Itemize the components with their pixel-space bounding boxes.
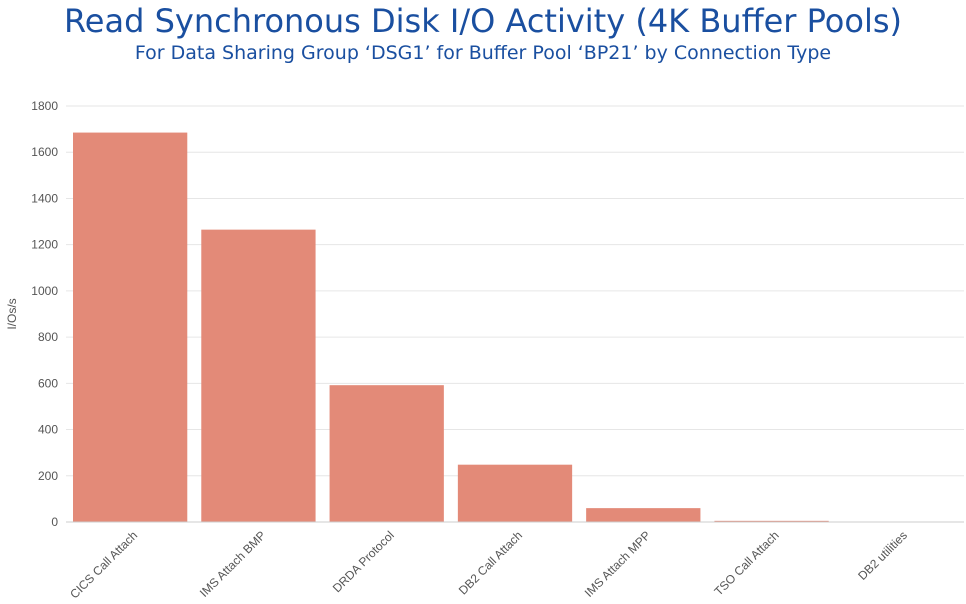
x-tick-label: CICS Call Attach [67,528,140,601]
x-tick-label: IMS Attach BMP [197,528,269,600]
x-tick-label: DRDA Protocol [330,528,397,595]
y-tick-label: 800 [38,330,58,344]
bar-3 [457,464,573,522]
y-tick-label: 200 [38,469,58,483]
y-axis-label: I/Os/s [5,298,19,329]
bar-2 [329,385,444,522]
y-axis-ticks: 0 200 400 600 800 1000 1200 1400 1600 1800 [31,99,58,529]
x-tick-label: IMS Attach MPP [582,528,654,600]
chart-title: Read Synchronous Disk I/O Activity (4K B… [64,2,902,40]
x-axis-labels: CICS Call Attach IMS Attach BMP DRDA Proto… [67,528,910,601]
y-tick-label: 1400 [31,191,58,205]
x-tick-label: DB2 utilities [855,528,910,583]
chart-subtitle: For Data Sharing Group ‘DSG1’ for Buffer… [134,42,832,64]
y-tick-label: 1200 [31,238,58,252]
bars [73,132,829,523]
y-tick-label: 1000 [31,284,58,298]
y-tick-label: 600 [38,376,58,390]
bar-5 [714,520,829,522]
x-tick-label: DB2 Call Attach [456,528,525,597]
y-tick-label: 0 [51,515,58,529]
y-tick-label: 400 [38,423,58,437]
y-tick-label: 1800 [31,99,58,113]
bar-0 [73,132,188,523]
bar-1 [201,229,316,522]
gridlines [66,105,964,523]
y-tick-label: 1600 [31,145,58,159]
x-tick-label: TSO Call Attach [711,528,781,598]
bar-4 [586,508,701,522]
